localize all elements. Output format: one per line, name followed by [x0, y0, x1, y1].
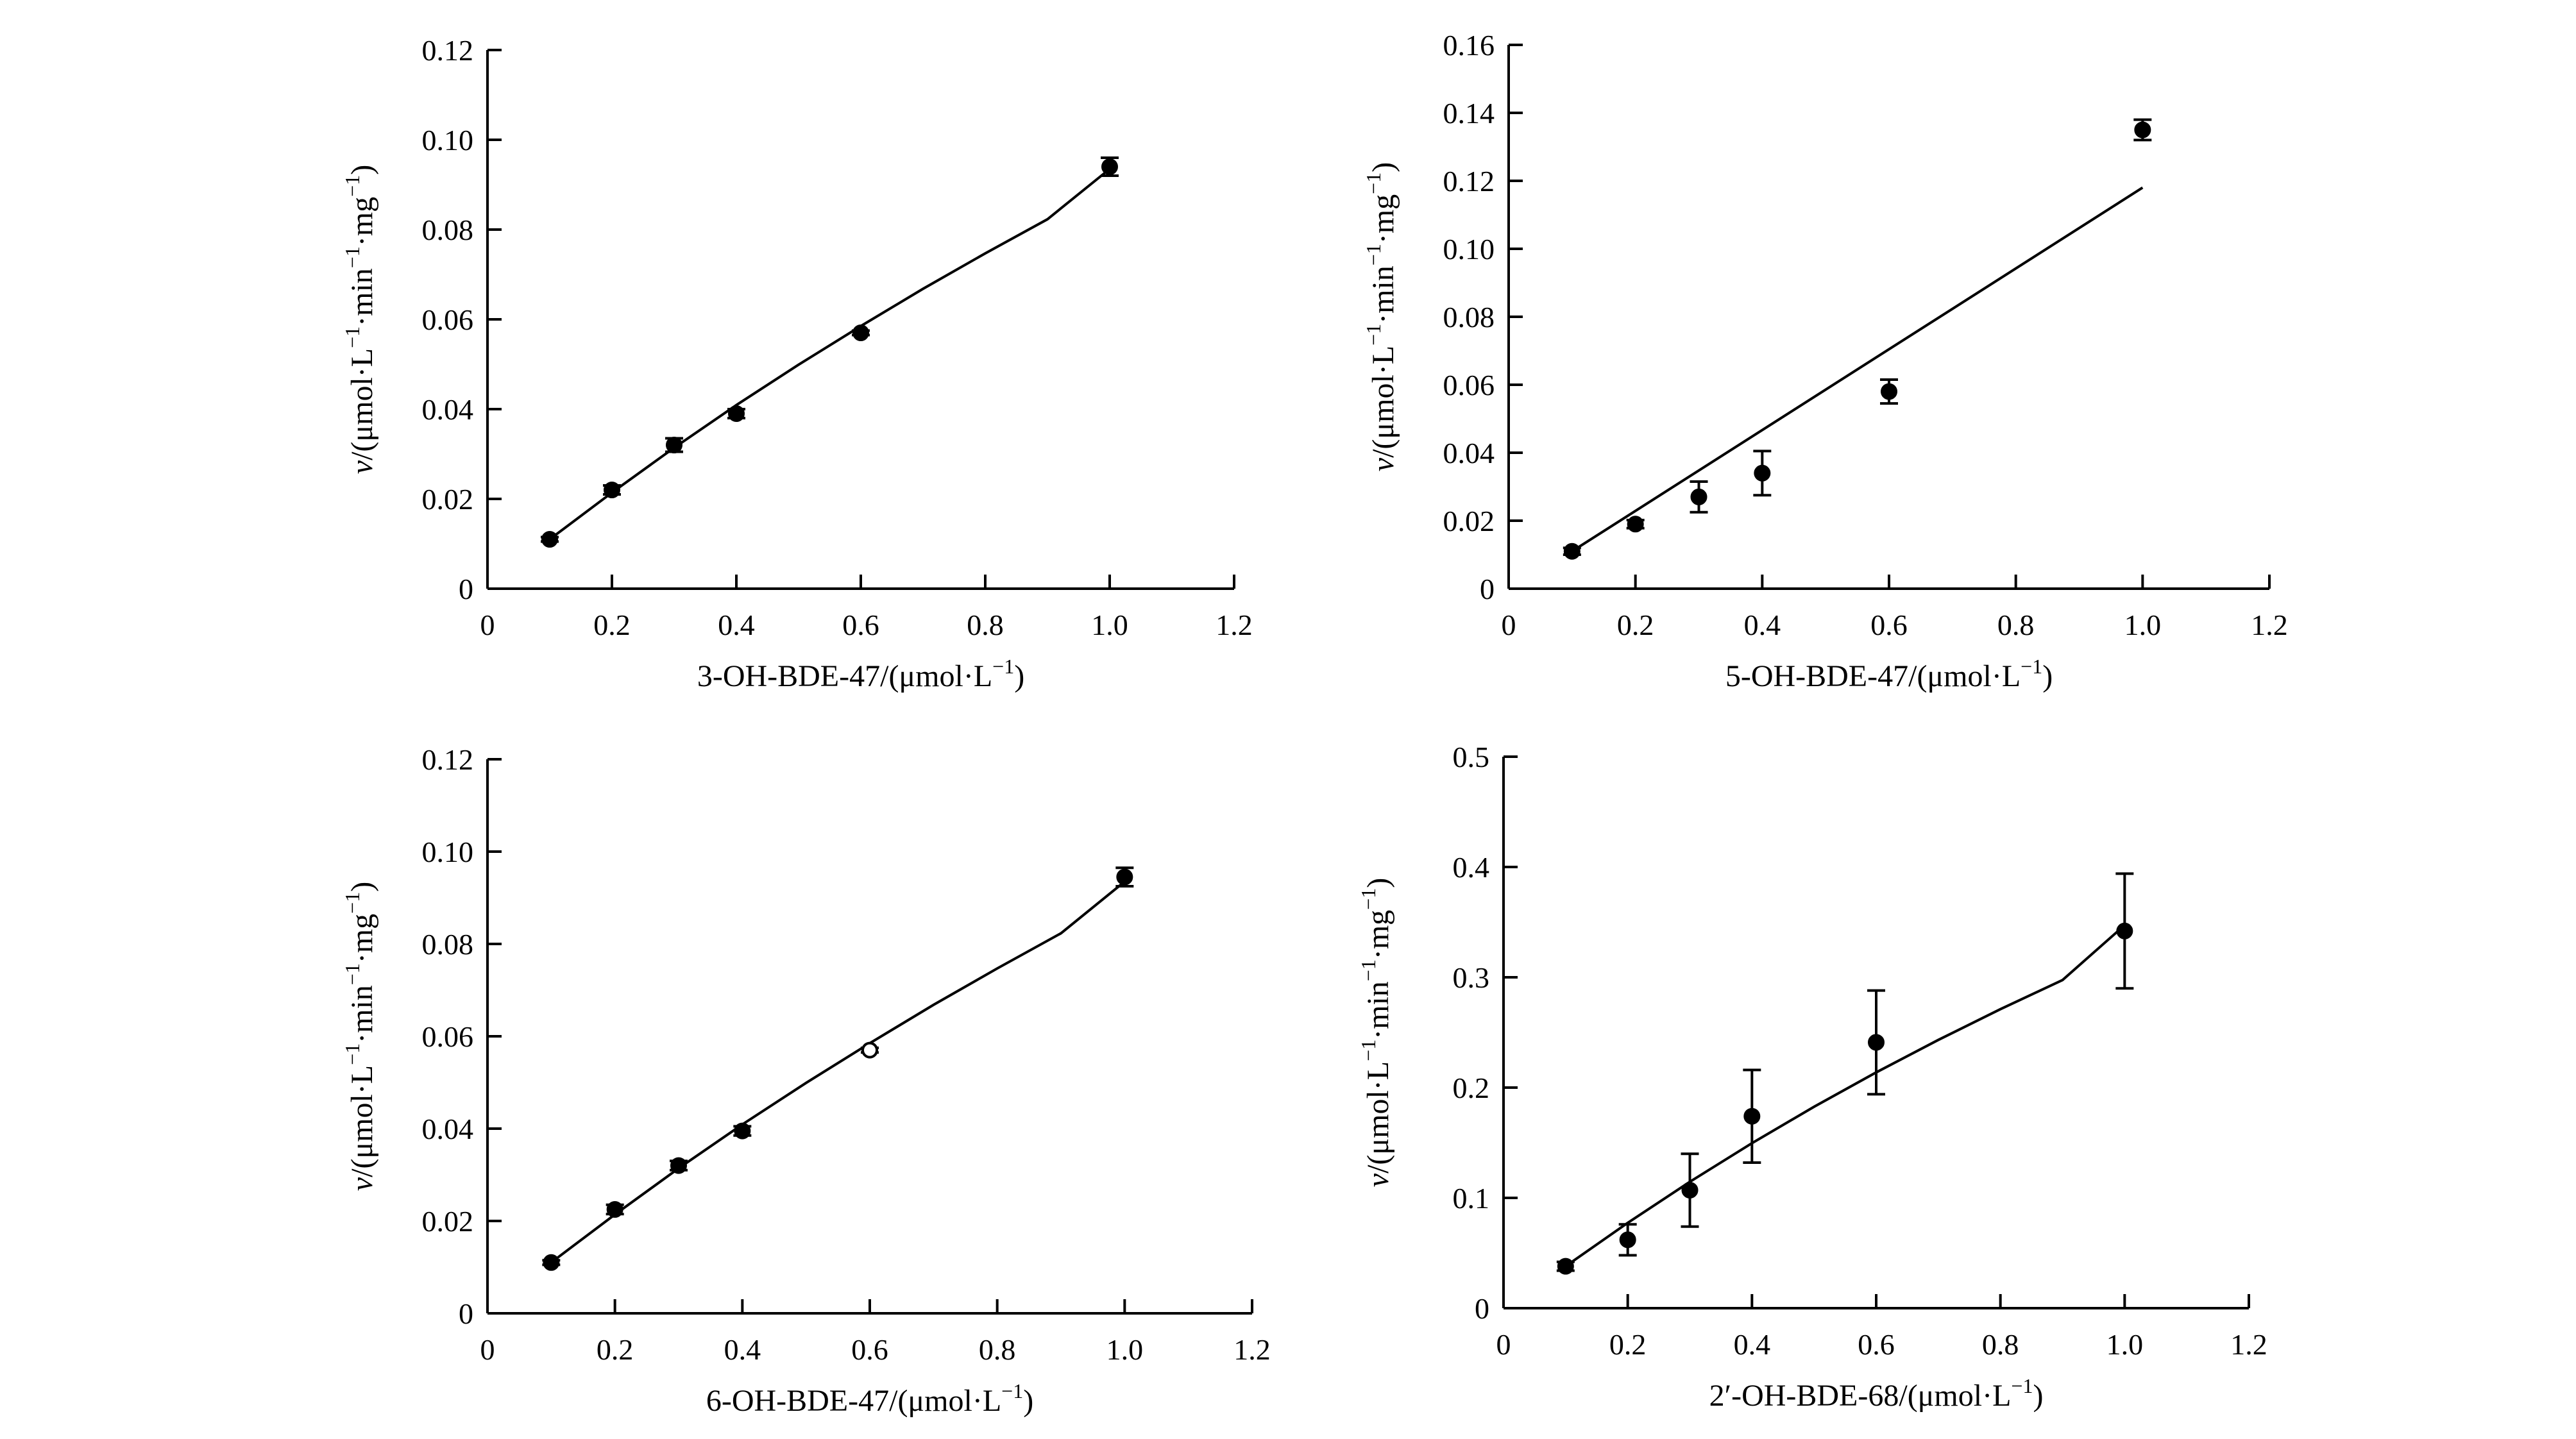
x-tick-label: 1.0 — [1106, 1333, 1144, 1366]
x-tick-label: 0.2 — [1617, 609, 1654, 641]
x-tick-label: 0.2 — [597, 1333, 634, 1366]
y-tick-label: 0.1 — [1453, 1182, 1490, 1215]
y-tick-label: 0.02 — [422, 483, 474, 516]
data-point — [1101, 158, 1118, 175]
fit-curve — [1571, 186, 2144, 553]
y-tick-label: 0 — [1475, 1292, 1489, 1325]
x-tick-label: 0.6 — [1858, 1328, 1895, 1361]
y-tick-label: 0.5 — [1453, 741, 1490, 773]
y-axis-title: v/(μmol·L−1·min−1·mg−1) — [341, 165, 379, 474]
data-point — [1690, 488, 1707, 505]
data-point — [541, 531, 558, 548]
y-tick-label: 0.4 — [1453, 851, 1490, 884]
data-point — [1754, 464, 1771, 482]
data-point — [1627, 516, 1644, 533]
x-tick-label: 0.8 — [1982, 1328, 2019, 1361]
y-tick-label: 0.08 — [422, 928, 474, 961]
data-point — [2116, 922, 2133, 939]
x-tick-label: 1.2 — [2251, 609, 2288, 641]
y-tick-label: 0.04 — [422, 1113, 474, 1145]
x-tick-label: 0.6 — [851, 1333, 888, 1366]
data-point — [1563, 543, 1580, 560]
y-tick-label: 0.12 — [422, 34, 474, 67]
x-tick-label: 0.6 — [1870, 609, 1908, 641]
data-point — [606, 1201, 623, 1218]
y-tick-label: 0.06 — [1443, 369, 1495, 401]
data-point — [2134, 121, 2151, 139]
data-point — [1681, 1181, 1699, 1199]
x-tick-label: 1.2 — [1233, 1333, 1271, 1366]
x-tick-label: 0.2 — [1609, 1328, 1647, 1361]
y-tick-label: 0.08 — [422, 214, 474, 246]
panel-2-prime-oh-bde-68: 0 0.2 0.4 0.6 0.8 1.0 1.2 0 0.1 0.2 0.3 0.4 0.5 2′-OH… — [1357, 741, 2267, 1413]
y-tick-label: 0.2 — [1453, 1072, 1490, 1104]
y-tick-label: 0.12 — [1443, 165, 1495, 198]
x-tick-label: 0 — [480, 609, 495, 641]
y-tick-label: 0.10 — [422, 836, 474, 868]
y-tick-label: 0.12 — [422, 743, 474, 776]
x-tick-label: 0 — [1502, 609, 1516, 641]
y-tick-label: 0.02 — [422, 1205, 474, 1238]
x-axis-title: 2′-OH-BDE-68/(μmol·L−1) — [1709, 1374, 2044, 1413]
x-tick-label: 0.4 — [724, 1333, 761, 1366]
x-tick-label: 0.8 — [967, 609, 1004, 641]
data-point — [1557, 1258, 1574, 1275]
panel-3-oh-bde-47: 0 0.2 0.4 0.6 0.8 1.0 1.2 0 0.02 0.04 0.06 0.08 0.10… — [341, 34, 1253, 693]
data-point — [1868, 1034, 1885, 1051]
data-point — [861, 1041, 878, 1059]
x-tick-label: 0.8 — [979, 1333, 1016, 1366]
y-tick-label: 0.08 — [1443, 301, 1495, 333]
x-tick-label: 0 — [1496, 1328, 1511, 1361]
data-point — [670, 1157, 687, 1174]
y-axis-title: v/(μmol·L−1·min−1·mg−1) — [341, 882, 379, 1191]
y-tick-label: 0.16 — [1443, 29, 1495, 62]
fit-curve — [1564, 924, 2126, 1268]
x-tick-label: 0.4 — [1734, 1328, 1771, 1361]
x-tick-label: 0 — [480, 1333, 495, 1366]
fit-curve — [550, 880, 1126, 1264]
data-point — [1881, 383, 1897, 400]
x-tick-label: 1.0 — [1091, 609, 1128, 641]
x-tick-label: 0.4 — [1744, 609, 1781, 641]
fit-curve — [548, 167, 1111, 541]
x-tick-label: 0.8 — [1997, 609, 2035, 641]
y-tick-label: 0.10 — [422, 124, 474, 156]
y-tick-label: 0.14 — [1443, 97, 1495, 130]
x-tick-label: 0.4 — [718, 609, 755, 641]
y-tick-label: 0.02 — [1443, 505, 1495, 537]
data-point — [604, 482, 620, 498]
x-tick-label: 1.0 — [2124, 609, 2162, 641]
y-tick-label: 0.3 — [1453, 961, 1490, 994]
x-tick-label: 1.2 — [1216, 609, 1253, 641]
x-tick-label: 1.2 — [2230, 1328, 2267, 1361]
x-tick-label: 0.6 — [842, 609, 879, 641]
y-tick-label: 0.06 — [422, 303, 474, 336]
x-axis-title: 3-OH-BDE-47/(μmol·L−1) — [697, 655, 1024, 693]
x-axis-title: 5-OH-BDE-47/(μmol·L−1) — [1725, 655, 2053, 693]
data-point — [734, 1122, 751, 1140]
data-point — [852, 324, 869, 341]
y-tick-label: 0 — [1480, 573, 1495, 605]
y-tick-label: 0.10 — [1443, 233, 1495, 265]
y-tick-label: 0 — [459, 573, 473, 605]
data-point — [728, 405, 745, 422]
data-point — [1619, 1231, 1636, 1249]
data-point — [543, 1254, 560, 1271]
x-axis-title: 6-OH-BDE-47/(μmol·L−1) — [706, 1379, 1033, 1418]
y-tick-label: 0 — [459, 1297, 473, 1330]
data-point — [1743, 1107, 1761, 1125]
x-tick-label: 0.2 — [593, 609, 631, 641]
data-point — [666, 437, 682, 453]
panel-5-oh-bde-47: 0 0.2 0.4 0.6 0.8 1.0 1.2 0 0.02 0.04 0.06 0.08 0.10… — [1362, 29, 2288, 693]
y-tick-label: 0.06 — [422, 1020, 474, 1053]
y-axis-title: v/(μmol·L−1·min−1·mg−1) — [1362, 162, 1400, 471]
data-point — [1116, 868, 1133, 886]
y-axis-title: v/(μmol·L−1·min−1·mg−1) — [1357, 878, 1395, 1187]
x-tick-label: 1.0 — [2106, 1328, 2144, 1361]
y-tick-label: 0.04 — [1443, 437, 1495, 469]
y-tick-label: 0.04 — [422, 393, 474, 426]
panel-6-oh-bde-47: 0 0.2 0.4 0.6 0.8 1.0 1.2 0 0.02 0.04 0.06 0.08 0.10… — [341, 743, 1271, 1418]
